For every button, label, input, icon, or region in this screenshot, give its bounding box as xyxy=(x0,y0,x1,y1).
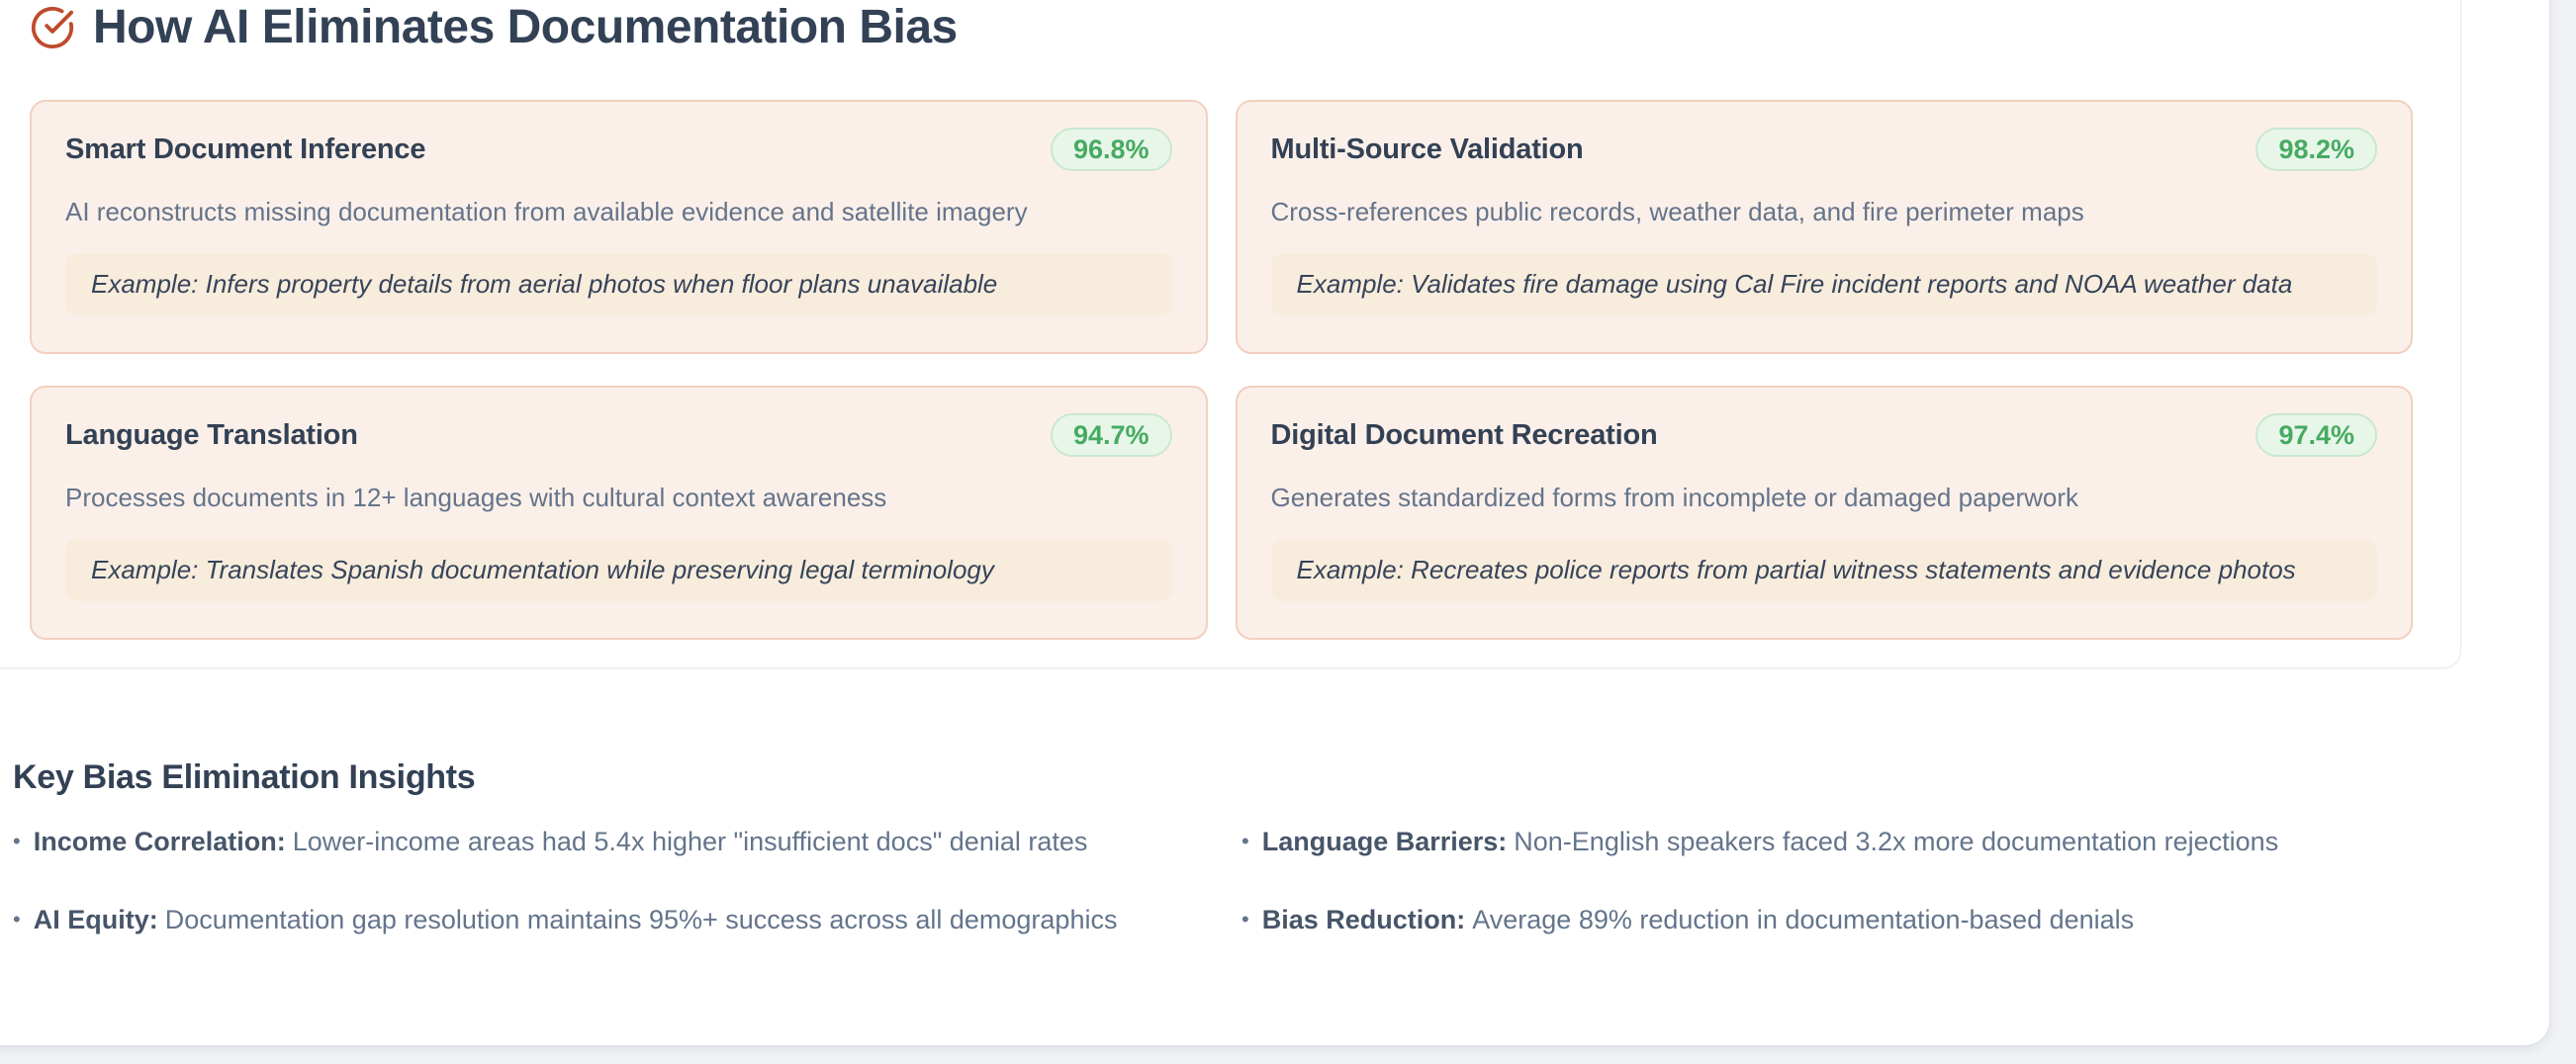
card-description: Cross-references public records, weather… xyxy=(1270,197,2084,227)
section-title: How AI Eliminates Documentation Bias xyxy=(93,1,958,53)
card-title: Multi-Source Validation xyxy=(1270,133,1584,165)
method-card-digital-document-recreation: Digital Document Recreation 97.4% Genera… xyxy=(1235,386,2413,640)
insight-label: Income Correlation: xyxy=(33,827,286,856)
card-header: Multi-Source Validation 98.2% xyxy=(1270,128,2377,172)
card-title: Digital Document Recreation xyxy=(1270,418,1658,451)
example-box: Example: Translates Spanish documentatio… xyxy=(65,539,1172,602)
card-description: AI reconstructs missing documentation fr… xyxy=(65,197,1028,227)
success-rate-badge: 98.2% xyxy=(2255,128,2377,172)
card-title: Smart Document Inference xyxy=(65,133,426,165)
card-description: Processes documents in 12+ languages wit… xyxy=(65,483,887,513)
insight-item-ai-equity: • AI Equity: Documentation gap resolution … xyxy=(13,903,1218,937)
example-box: Example: Recreates police reports from p… xyxy=(1270,539,2377,602)
card-header: Smart Document Inference 96.8% xyxy=(65,128,1172,172)
card-header: Digital Document Recreation 97.4% xyxy=(1270,413,2377,458)
success-rate-badge: 97.4% xyxy=(2255,413,2377,458)
insight-text: Average 89% reduction in documentation-b… xyxy=(1472,905,2135,935)
insight-text: Documentation gap resolution maintains 9… xyxy=(164,905,1118,935)
method-cards-grid: Smart Document Inference 96.8% AI recons… xyxy=(30,100,2413,640)
example-box: Example: Infers property details from ae… xyxy=(65,253,1172,316)
insight-text: Lower-income areas had 5.4x higher "insu… xyxy=(292,827,1088,856)
card-description: Generates standardized forms from incomp… xyxy=(1270,483,2079,513)
insight-item-income-correlation: • Income Correlation: Lower-income areas h… xyxy=(13,825,1218,859)
bullet-icon: • xyxy=(1242,829,1249,853)
insight-label: AI Equity: xyxy=(33,905,158,935)
ai-bias-section-panel: How AI Eliminates Documentation Bias Sma… xyxy=(0,0,2461,668)
insight-item-language-barriers: • Language Barriers: Non-English speakers … xyxy=(1242,825,2446,859)
success-rate-badge: 96.8% xyxy=(1050,128,1172,172)
bullet-icon: • xyxy=(1242,907,1249,932)
check-circle-icon xyxy=(31,6,74,48)
insights-section: Key Bias Elimination Insights • Income Co… xyxy=(13,758,2446,937)
section-header: How AI Eliminates Documentation Bias xyxy=(30,0,2413,54)
example-box: Example: Validates fire damage using Cal… xyxy=(1270,253,2377,316)
insight-label: Bias Reduction: xyxy=(1261,905,1466,935)
success-rate-badge: 94.7% xyxy=(1050,413,1172,458)
method-card-multi-source-validation: Multi-Source Validation 98.2% Cross-refe… xyxy=(1235,100,2413,354)
bullet-icon: • xyxy=(13,829,21,853)
insight-text: Non-English speakers faced 3.2x more doc… xyxy=(1514,827,2279,856)
insight-item-bias-reduction: • Bias Reduction: Average 89% reduction in… xyxy=(1242,903,2446,937)
method-card-language-translation: Language Translation 94.7% Processes doc… xyxy=(30,386,1208,640)
card-header: Language Translation 94.7% xyxy=(65,413,1172,458)
insights-title: Key Bias Elimination Insights xyxy=(13,758,476,796)
bullet-icon: • xyxy=(13,907,21,932)
report-container: How AI Eliminates Documentation Bias Sma… xyxy=(0,0,2550,1046)
insights-grid: • Income Correlation: Lower-income areas h… xyxy=(13,825,2446,937)
card-title: Language Translation xyxy=(65,418,358,451)
method-card-smart-document-inference: Smart Document Inference 96.8% AI recons… xyxy=(30,100,1208,354)
insight-label: Language Barriers: xyxy=(1261,827,1508,856)
